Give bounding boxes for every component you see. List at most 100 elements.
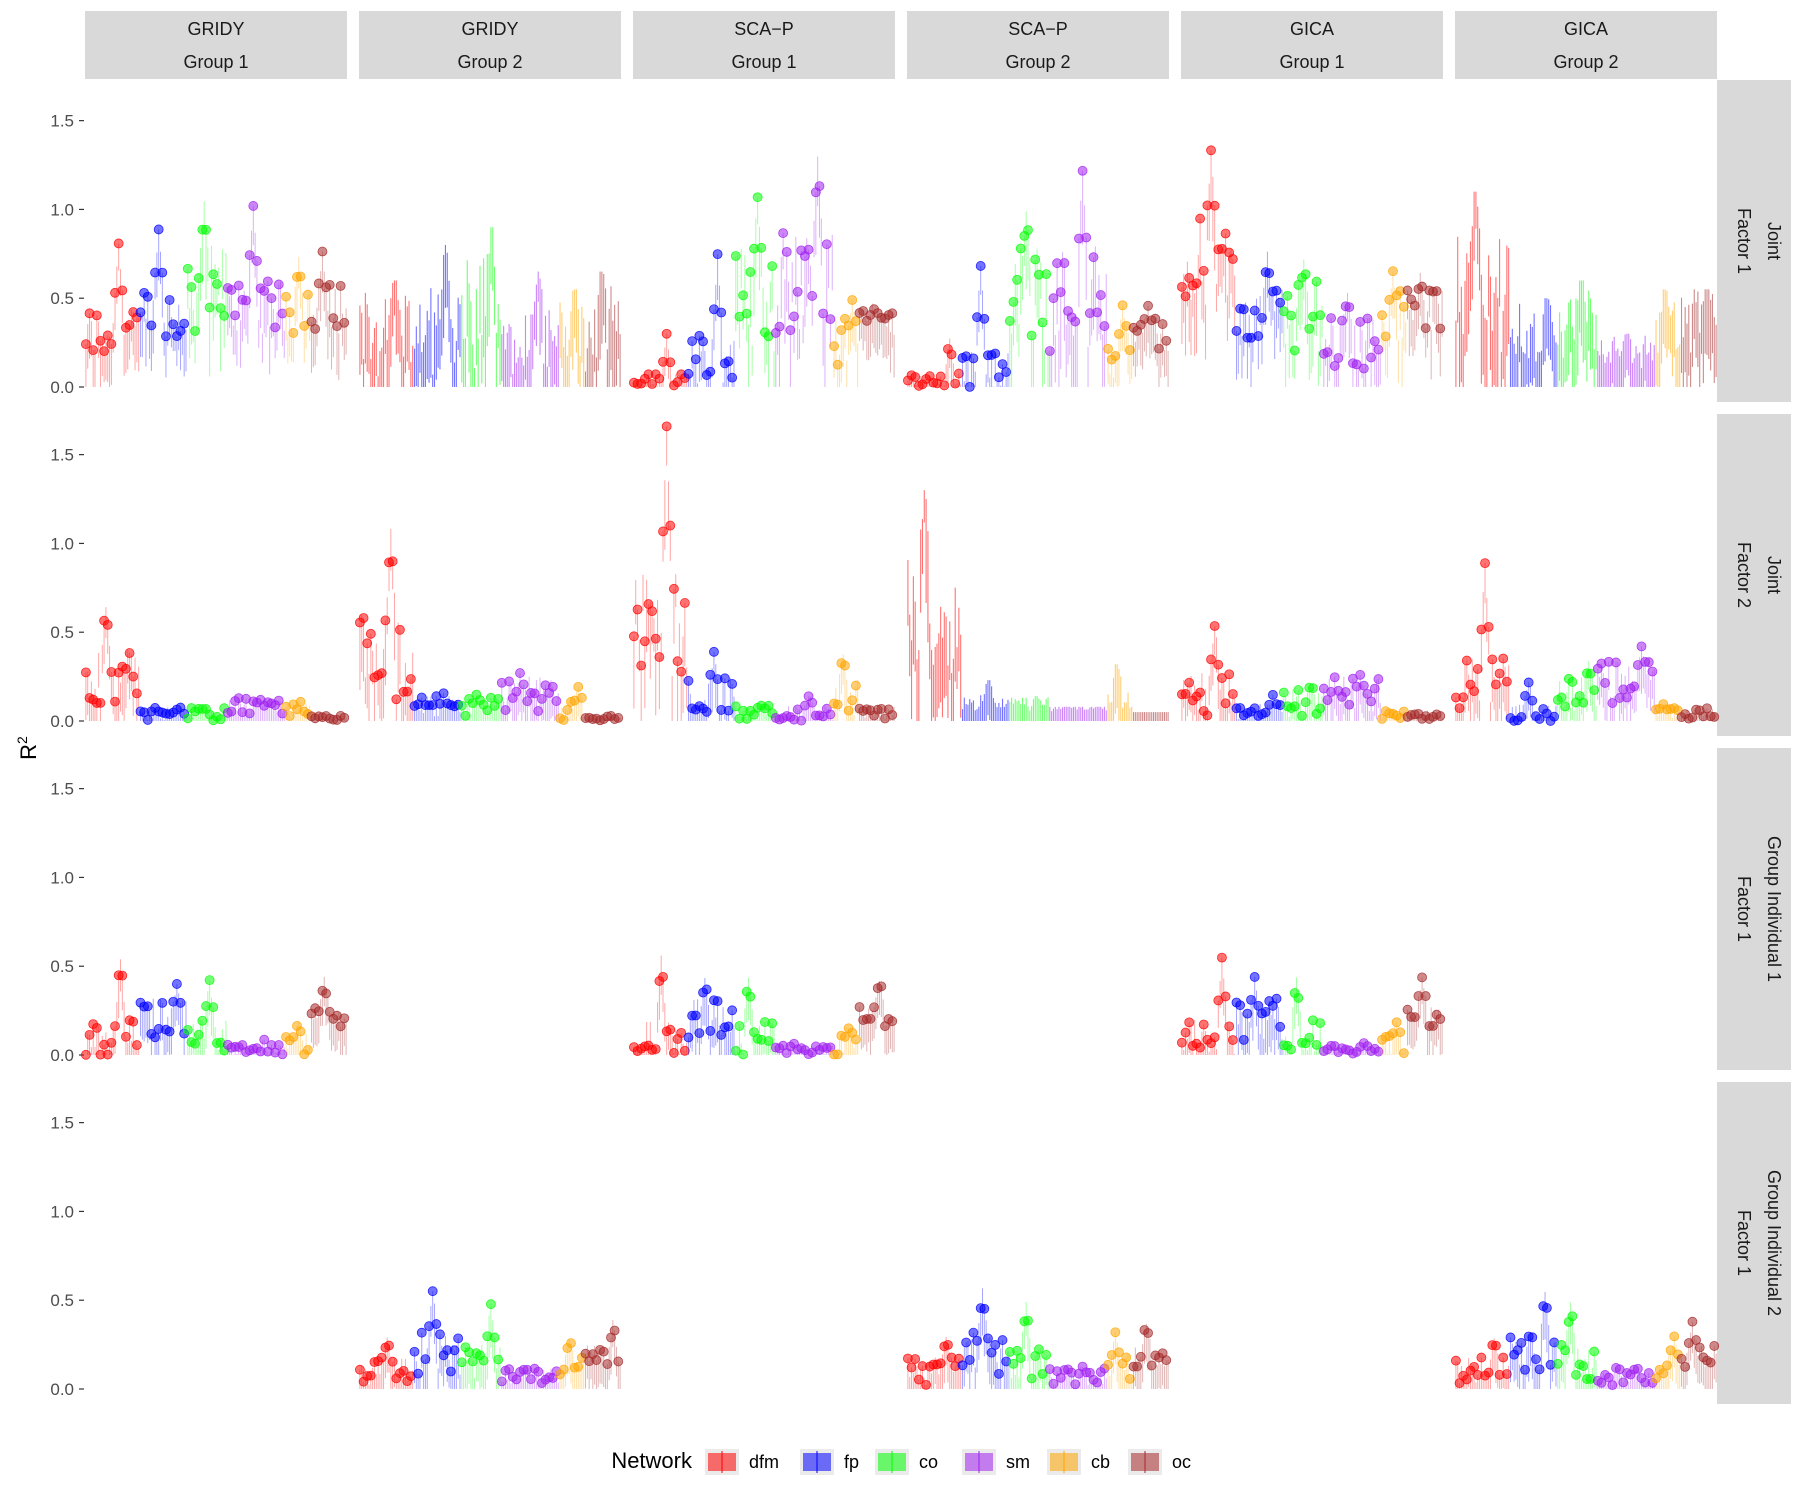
- point-cb: [1124, 345, 1135, 355]
- point-fp: [1264, 268, 1275, 278]
- point-fp: [964, 381, 975, 392]
- point-oc: [324, 279, 335, 290]
- point-fp: [179, 318, 190, 329]
- point-cb: [302, 1044, 313, 1055]
- point-fp: [723, 705, 734, 716]
- point-co: [204, 975, 215, 986]
- point-sm: [1095, 290, 1106, 300]
- point-dfm: [376, 1352, 387, 1363]
- point-cb: [840, 660, 850, 671]
- point-sm: [226, 706, 237, 717]
- point-sm: [1622, 692, 1632, 703]
- point-dfm: [102, 619, 113, 630]
- point-oc: [1417, 972, 1427, 983]
- point-dfm: [1494, 668, 1505, 679]
- point-cb: [829, 341, 839, 352]
- column-strip-bg: [633, 11, 895, 79]
- point-dfm: [398, 1365, 409, 1376]
- point-oc: [869, 1002, 879, 1013]
- point-dfm: [676, 666, 687, 677]
- point-sm: [244, 708, 255, 719]
- column-strip-method: GRIDY: [187, 19, 244, 39]
- point-dfm: [1191, 278, 1202, 289]
- y-tick-label: 0.0: [50, 378, 74, 397]
- point-sm: [1326, 313, 1337, 324]
- point-fp: [1531, 1354, 1541, 1365]
- point-sm: [1369, 336, 1380, 347]
- point-sm: [1369, 683, 1380, 694]
- point-cb: [1110, 350, 1121, 361]
- point-sm: [1088, 252, 1099, 263]
- point-oc: [1132, 1361, 1143, 1372]
- point-sm: [1373, 1046, 1384, 1057]
- point-dfm: [124, 648, 135, 658]
- point-cb: [843, 320, 854, 331]
- point-dfm: [1483, 1367, 1494, 1378]
- point-dfm: [1491, 1340, 1501, 1351]
- point-sm: [1355, 669, 1366, 680]
- column-strip: SCA−P Group 2: [907, 11, 1169, 79]
- point-fp: [175, 997, 186, 1008]
- point-dfm: [84, 1029, 95, 1040]
- y-tick-label: 0.5: [50, 623, 74, 642]
- point-fp: [171, 979, 182, 989]
- row-strip-line2: Factor 2: [1734, 542, 1754, 608]
- point-cb: [1114, 1347, 1124, 1358]
- point-oc: [310, 323, 321, 334]
- point-dfm: [95, 335, 106, 346]
- point-fp: [1249, 972, 1260, 982]
- point-oc: [887, 1016, 898, 1027]
- point-sm: [500, 705, 511, 715]
- legend-label: cb: [1091, 1452, 1110, 1472]
- panel: [1177, 145, 1446, 387]
- point-co: [752, 192, 763, 203]
- point-oc: [1680, 1361, 1691, 1372]
- point-co: [215, 714, 226, 725]
- point-fp: [1246, 994, 1256, 1005]
- point-fp: [150, 1032, 160, 1043]
- point-sm: [1600, 678, 1611, 688]
- point-dfm: [1217, 952, 1227, 963]
- point-co: [219, 310, 230, 321]
- column-strip-method: GICA: [1290, 19, 1334, 39]
- point-dfm: [1202, 710, 1213, 721]
- point-dfm: [1480, 558, 1490, 569]
- point-co: [190, 1038, 200, 1049]
- point-dfm: [106, 339, 117, 349]
- point-cb: [850, 316, 861, 327]
- point-fp: [1520, 1364, 1530, 1375]
- point-cb: [1665, 1345, 1676, 1356]
- point-sm: [1333, 353, 1344, 363]
- point-sm: [825, 314, 836, 324]
- point-cb: [302, 289, 313, 300]
- point-co: [745, 991, 756, 1002]
- point-fp: [1257, 312, 1267, 323]
- point-co: [208, 269, 219, 280]
- point-dfm: [110, 696, 120, 707]
- column-strip-group: Group 2: [457, 52, 522, 72]
- point-co: [1304, 323, 1315, 334]
- point-dfm: [654, 652, 665, 662]
- point-dfm: [1224, 669, 1235, 680]
- point-dfm: [1177, 281, 1187, 292]
- point-cb: [1398, 301, 1409, 312]
- point-fp: [168, 319, 179, 330]
- point-co: [1026, 1373, 1037, 1384]
- point-dfm: [1491, 679, 1501, 690]
- point-dfm: [943, 1339, 953, 1350]
- point-dfm: [1180, 689, 1191, 699]
- legend-item-dfm: dfm: [705, 1449, 779, 1475]
- point-fp: [1238, 304, 1249, 315]
- point-fp: [416, 1327, 427, 1338]
- point-cb: [1380, 331, 1391, 342]
- panel: [629, 156, 898, 391]
- row-strip: Group Individual 1 Factor 1: [1717, 748, 1791, 1070]
- point-co: [204, 302, 215, 313]
- panel: [359, 227, 621, 387]
- point-dfm: [665, 520, 676, 531]
- point-fp: [438, 688, 449, 699]
- point-dfm: [124, 320, 135, 330]
- column-strip: GRIDY Group 2: [359, 11, 621, 79]
- point-fp: [975, 261, 986, 271]
